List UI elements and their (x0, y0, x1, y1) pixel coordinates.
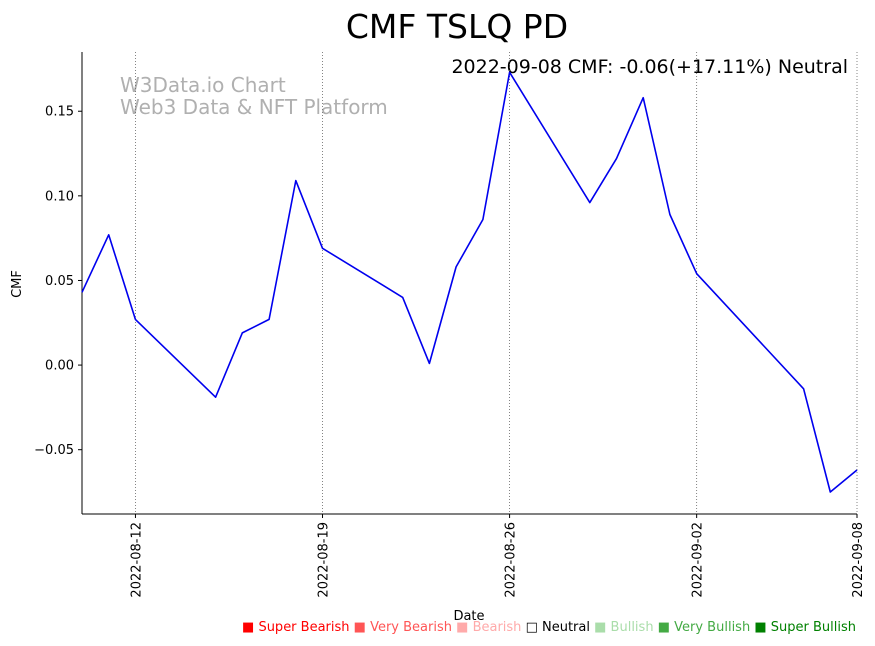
legend-item: ■ Bearish (456, 620, 521, 635)
legend-item: ■ Very Bullish (658, 620, 751, 635)
y-axis-label: CMF (10, 270, 25, 298)
y-tick-label: −0.05 (34, 443, 74, 458)
legend-item: ■ Very Bearish (354, 620, 452, 635)
legend-label: Very Bearish (365, 620, 452, 635)
watermark-line-2: Web3 Data & NFT Platform (120, 95, 388, 119)
x-tick-label: 2022-09-08 (851, 522, 866, 598)
sentiment-legend: ■ Super Bearish ■ Very Bearish ■ Bearish… (242, 620, 856, 635)
x-tick-label: 2022-08-12 (129, 522, 144, 598)
y-ticks: −0.05 0.00 0.05 0.10 0.15 (34, 105, 82, 458)
legend-label: Super Bearish (254, 620, 350, 635)
axes (81, 52, 857, 515)
series-group (81, 71, 858, 493)
legend-item: ■ Bullish (594, 620, 653, 635)
chart-annotation: 2022-09-08 CMF: -0.06(+17.11%) Neutral (451, 56, 848, 78)
chart-title: CMF TSLQ PD (346, 7, 568, 46)
x-tick-label: 2022-09-02 (691, 522, 706, 598)
x-ticks: 2022-08-12 2022-08-19 2022-08-26 2022-09-02… (129, 514, 866, 598)
legend-swatch-icon: ■ (242, 620, 255, 635)
legend-label: Bearish (468, 620, 522, 635)
cmf-series-line (81, 71, 858, 493)
x-axis-label: Date (453, 609, 484, 624)
x-tick-label: 2022-08-26 (504, 522, 519, 598)
legend-label: Neutral (537, 620, 590, 635)
legend-swatch-icon: ■ (657, 620, 670, 635)
x-tick-label: 2022-08-19 (317, 522, 332, 598)
y-tick-label: 0.00 (45, 359, 74, 374)
legend-label: Very Bullish (670, 620, 751, 635)
legend-swatch-icon: ■ (594, 620, 607, 635)
vertical-gridlines (135, 52, 858, 514)
watermark-line-1: W3Data.io Chart (120, 73, 286, 97)
y-tick-label: 0.15 (45, 105, 74, 120)
legend-label: Bullish (606, 620, 654, 635)
legend-swatch-icon: ■ (754, 620, 767, 635)
legend-swatch-icon: ■ (353, 620, 366, 635)
legend-item: ■ Super Bearish (242, 620, 350, 635)
legend-label: Super Bullish (766, 620, 856, 635)
y-tick-label: 0.10 (45, 189, 74, 204)
legend-swatch-icon: ■ (456, 620, 469, 635)
legend-swatch-icon: □ (525, 620, 538, 635)
y-tick-label: 0.05 (45, 274, 74, 289)
legend-item: □ Neutral (526, 620, 590, 635)
legend-item: ■ Super Bullish (754, 620, 856, 635)
